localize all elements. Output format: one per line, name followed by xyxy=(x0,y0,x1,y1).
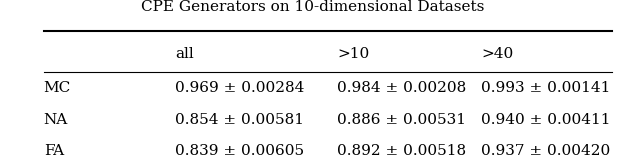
Text: 0.839 ± 0.00605: 0.839 ± 0.00605 xyxy=(175,144,304,158)
Text: 0.854 ± 0.00581: 0.854 ± 0.00581 xyxy=(175,113,304,127)
Text: >10: >10 xyxy=(337,47,369,61)
Text: NA: NA xyxy=(44,113,68,127)
Text: 0.886 ± 0.00531: 0.886 ± 0.00531 xyxy=(337,113,467,127)
Text: 0.969 ± 0.00284: 0.969 ± 0.00284 xyxy=(175,81,304,95)
Text: 0.984 ± 0.00208: 0.984 ± 0.00208 xyxy=(337,81,467,95)
Text: all: all xyxy=(175,47,194,61)
Text: 0.937 ± 0.00420: 0.937 ± 0.00420 xyxy=(481,144,610,158)
Text: 0.993 ± 0.00141: 0.993 ± 0.00141 xyxy=(481,81,611,95)
Text: >40: >40 xyxy=(481,47,513,61)
Text: MC: MC xyxy=(44,81,71,95)
Text: 0.892 ± 0.00518: 0.892 ± 0.00518 xyxy=(337,144,467,158)
Text: FA: FA xyxy=(44,144,64,158)
Text: CPE Generators on 10-dimensional Datasets: CPE Generators on 10-dimensional Dataset… xyxy=(141,0,484,14)
Text: 0.940 ± 0.00411: 0.940 ± 0.00411 xyxy=(481,113,611,127)
